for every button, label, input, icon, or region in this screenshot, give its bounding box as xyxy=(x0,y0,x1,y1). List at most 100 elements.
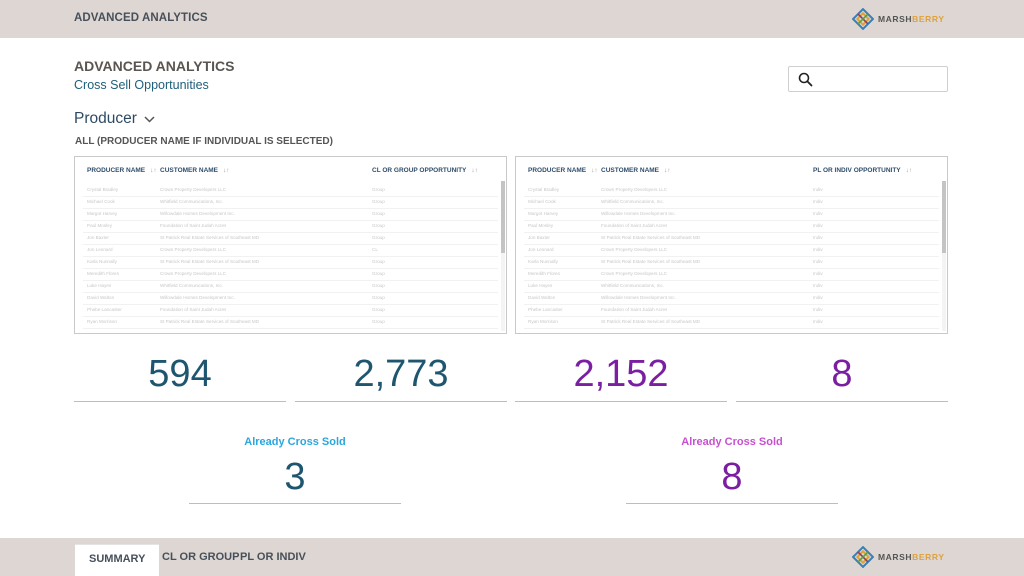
table-row[interactable]: Jon Baxter St Patrick Real Estate Service… xyxy=(83,233,498,245)
producer-dropdown[interactable]: Producer xyxy=(74,110,155,128)
table-cell: Indiv xyxy=(813,271,823,276)
table-cell: Michael Cook xyxy=(528,199,556,204)
table-cell: Group xyxy=(372,319,385,324)
table-cell: Crystal Bradley xyxy=(87,187,119,192)
column-header-customer-name[interactable]: CUSTOMER NAME ↓↑ xyxy=(601,167,671,174)
sort-icon[interactable]: ↓↑ xyxy=(664,167,671,174)
table-row[interactable]: Paul Mosley Foundation of Saint Judah Acr… xyxy=(83,221,498,233)
pl-already-cross-sold-value: 8 xyxy=(626,452,838,504)
column-header-cl-or-group-opportunity[interactable]: CL OR GROUP OPPORTUNITY ↓↑ xyxy=(372,167,478,174)
scrollbar-track[interactable] xyxy=(501,181,505,331)
table-row[interactable]: Crystal Bradley Crown Property Developers… xyxy=(83,185,498,197)
table-row[interactable]: Luke Hayes Whitfield Communications, Inc.… xyxy=(83,281,498,293)
table-cell: Group xyxy=(372,307,385,312)
table-cell: David Walton xyxy=(87,295,115,300)
table-cell: Whitfield Communications, Inc. xyxy=(601,283,665,288)
table-row[interactable]: Jon Leonard Crown Property Developers LLC… xyxy=(83,245,498,257)
cl-group-opportunity-table: PRODUCER NAME ↓↑ CUSTOMER NAME ↓↑ CL OR GR… xyxy=(74,156,507,334)
table-row[interactable]: Ryan Morrison St Patrick Real Estate Serv… xyxy=(524,317,939,329)
table-row[interactable]: Phebe Lancaster Foundation of Saint Judah… xyxy=(83,305,498,317)
kpi-pl-opportunities: 8 xyxy=(736,348,948,402)
app-title: ADVANCED ANALYTICS xyxy=(74,12,208,24)
column-header-producer-name[interactable]: PRODUCER NAME ↓↑ xyxy=(528,167,598,174)
table-row[interactable]: David Walton Willowdale Homes Development… xyxy=(524,293,939,305)
table-row[interactable]: Meredith Flores Crown Property Developers… xyxy=(83,269,498,281)
table-cell: Phebe Lancaster xyxy=(87,307,122,312)
sort-icon[interactable]: ↓↑ xyxy=(223,167,230,174)
kpi-pl-producers: 2,152 xyxy=(515,348,727,402)
search-input[interactable] xyxy=(819,70,941,88)
table-cell: Meredith Flores xyxy=(87,271,119,276)
producer-filter-caption: ALL (PRODUCER NAME IF INDIVIDUAL IS SELE… xyxy=(75,136,333,147)
table-cell: Foundation of Saint Judah Acres xyxy=(601,307,668,312)
table-cell: Indiv xyxy=(813,211,823,216)
table-cell: Indiv xyxy=(813,307,823,312)
table-cell: Indiv xyxy=(813,247,823,252)
table-cell: Michael Cook xyxy=(87,199,115,204)
table-cell: Luke Hayes xyxy=(528,283,553,288)
sort-icon[interactable]: ↓↑ xyxy=(591,167,598,174)
table-row[interactable]: Meredith Flores Crown Property Developers… xyxy=(524,269,939,281)
table-cell: Willowdale Homes Development Inc. xyxy=(160,295,235,300)
table-cell: St Patrick Real Estate Services of South… xyxy=(160,319,260,324)
logo-text: MARSHBERRY xyxy=(878,14,945,24)
column-header-customer-name[interactable]: CUSTOMER NAME ↓↑ xyxy=(160,167,230,174)
table-row[interactable]: Ryan Morrison St Patrick Real Estate Serv… xyxy=(83,317,498,329)
table-cell: Group xyxy=(372,211,385,216)
scrollbar-thumb[interactable] xyxy=(942,181,946,253)
table-row[interactable]: Phebe Lancaster Foundation of Saint Judah… xyxy=(524,305,939,317)
sort-icon[interactable]: ↓↑ xyxy=(150,167,157,174)
table-row[interactable]: Luke Hayes Whitfield Communications, Inc.… xyxy=(524,281,939,293)
table-cell: Ryan Morrison xyxy=(87,319,117,324)
column-header-producer-name[interactable]: PRODUCER NAME ↓↑ xyxy=(87,167,157,174)
table-cell: Crown Property Developers LLC xyxy=(601,271,668,276)
table-row[interactable]: Margot Harvey Willowdale Homes Developmen… xyxy=(83,209,498,221)
table-cell: Whitfield Communications, Inc. xyxy=(601,199,665,204)
table-row[interactable]: Karla Nunnally St Patrick Real Estate Ser… xyxy=(83,257,498,269)
table-cell: Foundation of Saint Judah Acres xyxy=(160,307,227,312)
column-header-pl-or-indiv-opportunity[interactable]: PL OR INDIV OPPORTUNITY ↓↑ xyxy=(813,167,913,174)
cl-already-cross-sold-value: 3 xyxy=(189,452,401,504)
table-cell: Whitfield Communications, Inc. xyxy=(160,283,224,288)
tab-summary[interactable]: SUMMARY xyxy=(75,544,160,576)
search-icon xyxy=(798,72,813,87)
table-row[interactable]: Paul Mosley Foundation of Saint Judah Acr… xyxy=(524,221,939,233)
tab-pl-or-indiv[interactable]: PL OR INDIV xyxy=(240,551,306,563)
table-row[interactable]: Michael Cook Whitfield Communications, In… xyxy=(83,197,498,209)
table-cell: Foundation of Saint Judah Acres xyxy=(601,223,668,228)
table-cell: Meredith Flores xyxy=(528,271,560,276)
table-cell: Willowdale Homes Development Inc. xyxy=(160,211,235,216)
table-cell: Karla Nunnally xyxy=(87,259,117,264)
cl-already-cross-sold-label: Already Cross Sold xyxy=(244,436,346,448)
table-cell: Foundation of Saint Judah Acres xyxy=(160,223,227,228)
table-row[interactable]: Karla Nunnally St Patrick Real Estate Ser… xyxy=(524,257,939,269)
table-row[interactable]: Margot Harvey Willowdale Homes Developmen… xyxy=(524,209,939,221)
sort-icon[interactable]: ↓↑ xyxy=(905,167,913,174)
scrollbar-track[interactable] xyxy=(942,181,946,331)
table-cell: Margot Harvey xyxy=(528,211,559,216)
table-cell: CL xyxy=(372,247,378,252)
table-cell: Phebe Lancaster xyxy=(528,307,563,312)
table-row[interactable]: David Walton Willowdale Homes Development… xyxy=(83,293,498,305)
table-cell: Jon Baxter xyxy=(87,235,109,240)
table-cell: Willowdale Homes Development Inc. xyxy=(601,295,676,300)
sort-icon[interactable]: ↓↑ xyxy=(471,167,478,174)
table-cell: Indiv xyxy=(813,319,823,324)
table-row[interactable]: Jon Baxter St Patrick Real Estate Service… xyxy=(524,233,939,245)
table-cell: Group xyxy=(372,199,385,204)
top-header-bar: ADVANCED ANALYTICS MARSHBERRY xyxy=(0,0,1024,38)
logo-text: MARSHBERRY xyxy=(878,552,945,562)
table-cell: Group xyxy=(372,235,385,240)
table-cell: Indiv xyxy=(813,259,823,264)
scrollbar-thumb[interactable] xyxy=(501,181,505,253)
table-cell: Group xyxy=(372,283,385,288)
search-box[interactable] xyxy=(788,66,948,92)
tab-cl-or-group[interactable]: CL OR GROUP xyxy=(162,551,240,563)
table-cell: David Walton xyxy=(528,295,556,300)
table-row[interactable]: Michael Cook Whitfield Communications, In… xyxy=(524,197,939,209)
table-cell: Willowdale Homes Development Inc. xyxy=(601,211,676,216)
table-cell: Jon Leonard xyxy=(528,247,554,252)
table-row[interactable]: Jon Leonard Crown Property Developers LLC… xyxy=(524,245,939,257)
table-cell: Indiv xyxy=(813,235,823,240)
table-row[interactable]: Crystal Bradley Crown Property Developers… xyxy=(524,185,939,197)
